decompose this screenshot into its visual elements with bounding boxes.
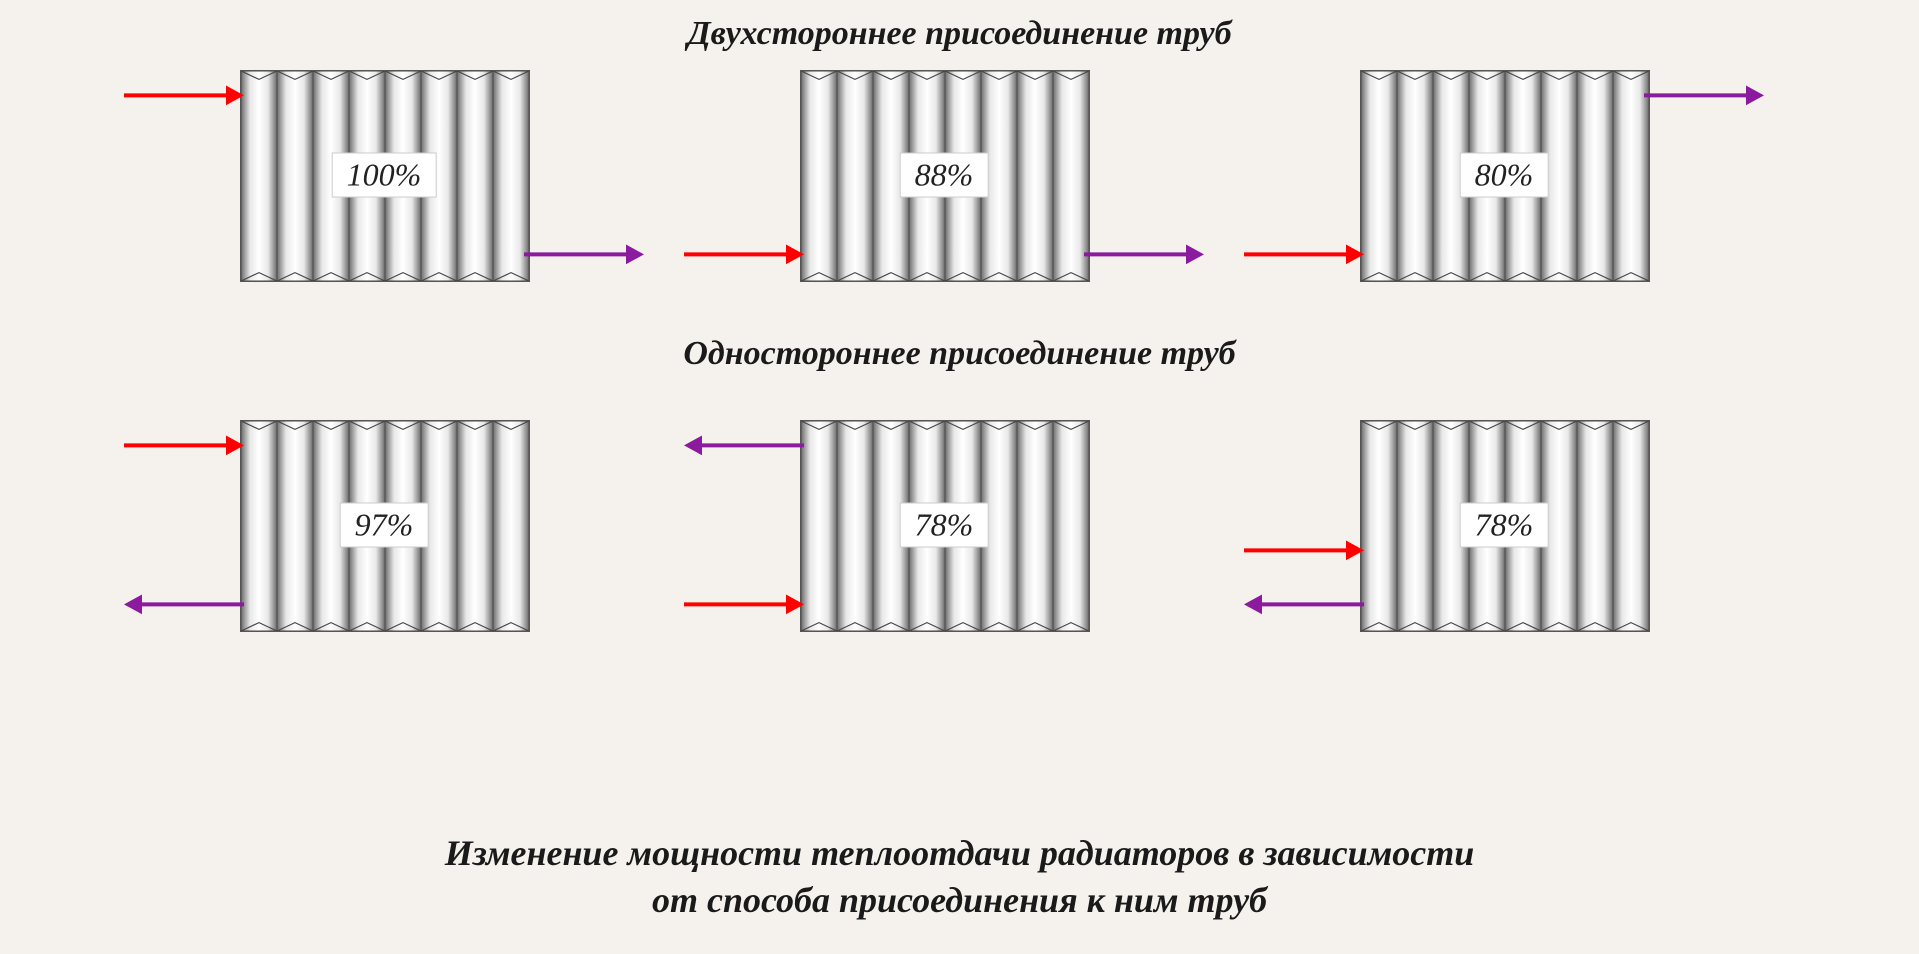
efficiency-label: 88%	[900, 153, 989, 198]
inlet-arrow-icon	[124, 81, 244, 115]
radiator-section	[277, 71, 313, 281]
heading-two-sided: Двухстороннее присоединение труб	[0, 15, 1919, 53]
caption-line-2: от способа присоединения к ним труб	[652, 880, 1267, 920]
radiator-diagram-1: 100%	[240, 70, 528, 280]
efficiency-label: 78%	[900, 503, 989, 548]
efficiency-label: 100%	[332, 153, 437, 198]
inlet-arrow-icon	[124, 431, 244, 465]
radiator-section	[1017, 421, 1053, 631]
outlet-arrow-icon	[124, 590, 244, 624]
radiator-diagram-6: 78%	[1360, 420, 1648, 630]
outlet-arrow-icon	[1244, 590, 1364, 624]
radiator-section	[1361, 421, 1397, 631]
radiator-section	[1397, 421, 1433, 631]
outlet-arrow-icon	[1084, 240, 1204, 274]
radiator-section	[1577, 421, 1613, 631]
efficiency-label: 97%	[340, 503, 429, 548]
radiator-section	[1017, 71, 1053, 281]
radiator-section	[1397, 71, 1433, 281]
radiator-section	[1577, 71, 1613, 281]
radiator-section	[277, 421, 313, 631]
radiator-section	[1361, 71, 1397, 281]
radiator-section	[457, 421, 493, 631]
radiator-section	[801, 421, 837, 631]
radiator-diagram-3: 80%	[1360, 70, 1648, 280]
outlet-arrow-icon	[524, 240, 644, 274]
radiator-section	[1053, 421, 1089, 631]
radiator-section	[837, 71, 873, 281]
efficiency-label: 78%	[1460, 503, 1549, 548]
figure-caption: Изменение мощности теплоотдачи радиаторо…	[0, 830, 1919, 924]
radiator-diagram-5: 78%	[800, 420, 1088, 630]
inlet-arrow-icon	[684, 590, 804, 624]
radiator-diagram-4: 97%	[240, 420, 528, 630]
caption-line-1: Изменение мощности теплоотдачи радиаторо…	[445, 833, 1475, 873]
radiator-section	[457, 71, 493, 281]
heading-one-sided: Одностороннее присоединение труб	[0, 335, 1919, 373]
inlet-arrow-icon	[1244, 536, 1364, 570]
outlet-arrow-icon	[1644, 81, 1764, 115]
radiator-section	[837, 421, 873, 631]
radiator-diagram-2: 88%	[800, 70, 1088, 280]
inlet-arrow-icon	[1244, 240, 1364, 274]
radiator-section	[241, 421, 277, 631]
radiator-section	[1613, 421, 1649, 631]
efficiency-label: 80%	[1460, 153, 1549, 198]
radiator-section	[493, 421, 529, 631]
radiator-section	[801, 71, 837, 281]
radiator-section	[241, 71, 277, 281]
inlet-arrow-icon	[684, 240, 804, 274]
outlet-arrow-icon	[684, 431, 804, 465]
